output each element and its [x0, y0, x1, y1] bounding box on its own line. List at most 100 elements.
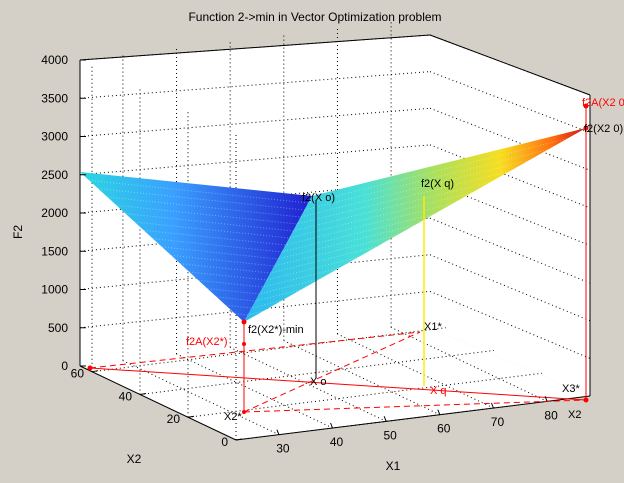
x1-tick-label: 40: [330, 435, 344, 449]
x2-tick-label: 20: [167, 412, 181, 426]
annotation-f2-xq: f2(X q): [421, 178, 454, 190]
x2-tick-label: 60: [71, 367, 85, 381]
annotation-x2star: X2*: [224, 411, 242, 423]
right-edge-top: [429, 34, 591, 96]
surface-mesh: [89, 138, 568, 316]
red-line-x2-axis: [89, 367, 587, 401]
back-pane-right: [430, 35, 590, 396]
x2-tick-mark: [139, 392, 147, 395]
z-tick-label: 4000: [41, 53, 68, 67]
x1-tick-label: 30: [276, 442, 290, 456]
x2-tick-label: 0: [221, 435, 228, 449]
x2-tick-mark: [235, 438, 243, 441]
grid-line: [429, 254, 591, 322]
x1-axis-label: X1: [386, 459, 401, 473]
x2-axis-label: X2: [127, 452, 142, 466]
annotation-xo: X o: [310, 376, 327, 388]
annotation-x1star: X1*: [424, 321, 442, 333]
grid-line: [79, 71, 431, 99]
annotation-x2: X2: [568, 409, 581, 421]
x2-tick-label: 40: [119, 389, 133, 403]
x1-tick-mark: [383, 416, 387, 422]
annotations: f2(X2*)-min f2A(X2*) f2(X o) f2(X q) f2A…: [186, 97, 624, 423]
x1-tick-label: 60: [437, 422, 451, 436]
x2-tick-labels: 0 20 40 60: [71, 367, 243, 449]
annotation-min: f2(X2*)-min: [248, 324, 304, 336]
mesh-line: [216, 289, 302, 302]
x2-axis-line: [79, 365, 237, 441]
mesh-line: [98, 149, 549, 211]
x1-tick-labels: 30 40 50 60 70 80: [276, 396, 558, 456]
mesh-line: [180, 246, 378, 274]
grid-line: [390, 326, 548, 402]
mesh-line: [134, 192, 473, 239]
mesh-line: [161, 224, 416, 260]
z-tick-label: 1000: [41, 283, 68, 297]
z-tick-labels: 0 500 1000 1500 2000 2500 3000 3500 4000: [41, 53, 86, 373]
chart-title: Function 2->min in Vector Optimization p…: [188, 10, 441, 24]
x2-tick-mark: [91, 370, 99, 373]
marker-min: [241, 319, 247, 325]
grid-line: [429, 107, 591, 171]
surface: [80, 128, 586, 322]
x1-tick-mark: [276, 429, 280, 435]
x1-tick-mark: [490, 402, 494, 409]
floor-construction-lines: [89, 106, 587, 413]
surface-left-half: [80, 172, 312, 322]
x1-tick-mark: [330, 422, 334, 429]
red-dash-to-x1: [89, 331, 421, 369]
z-tick-label: 500: [48, 321, 68, 335]
z-tick-label: 1500: [41, 244, 68, 258]
grid-line: [122, 360, 280, 436]
grid-line: [79, 144, 431, 176]
grid-line: [79, 107, 431, 137]
mesh-line: [116, 170, 511, 225]
surface-right-half: [244, 128, 586, 322]
x1-tick-label: 80: [544, 408, 558, 422]
grid-line: [429, 144, 591, 209]
z-tick-label: 3500: [41, 91, 68, 105]
point-markers: [87, 103, 589, 414]
x1-tick-mark: [544, 396, 548, 402]
annotation-f2a-x2star: f2A(X2*): [186, 336, 228, 348]
mesh-line: [234, 310, 264, 316]
annotation-x3star: X3*: [562, 383, 580, 395]
x1-tick-label: 50: [384, 428, 398, 442]
mesh-line: [107, 159, 530, 218]
mesh-line: [125, 181, 492, 232]
x1-axis-line: [235, 395, 591, 441]
x2-tick-mark: [187, 415, 195, 418]
x1-tick-label: 70: [491, 415, 505, 429]
marker-right-surface: [583, 125, 589, 131]
axis-box: [79, 34, 591, 441]
annotation-f2a-x20: f2A(X2 0): [582, 97, 624, 109]
grid-line: [429, 290, 591, 359]
grid-line: [429, 71, 591, 134]
marker-x2-star-red: [242, 342, 246, 346]
grid-line: [229, 346, 387, 422]
z-tick-label: 2000: [41, 206, 68, 220]
annotation-f2-xo: f2(X o): [302, 192, 335, 204]
marker-left-floor: [87, 365, 93, 371]
annotation-xq: X q: [430, 385, 447, 397]
mesh-line: [207, 278, 321, 295]
grid-line: [337, 333, 494, 409]
z-axis-label: F2: [11, 225, 25, 239]
marker-right-top: [583, 103, 589, 109]
annotation-f2-x20: f2(X2 0): [584, 123, 623, 135]
marker-right-floor: [583, 397, 589, 403]
z-tick-label: 0: [61, 359, 68, 373]
red-dash-horizontal: [243, 399, 587, 413]
mesh-line: [198, 267, 340, 288]
mesh-line: [152, 213, 435, 253]
z-tick-label: 2500: [41, 168, 68, 182]
grid-line: [283, 340, 441, 416]
z-tick-label: 3000: [41, 130, 68, 144]
x1-tick-mark: [437, 409, 441, 415]
grid-line: [176, 353, 333, 429]
grid-line: [429, 217, 591, 284]
red-dash-diagonal: [243, 331, 421, 413]
back-edge-top: [79, 34, 431, 61]
marker-x2-floor: [242, 410, 246, 414]
